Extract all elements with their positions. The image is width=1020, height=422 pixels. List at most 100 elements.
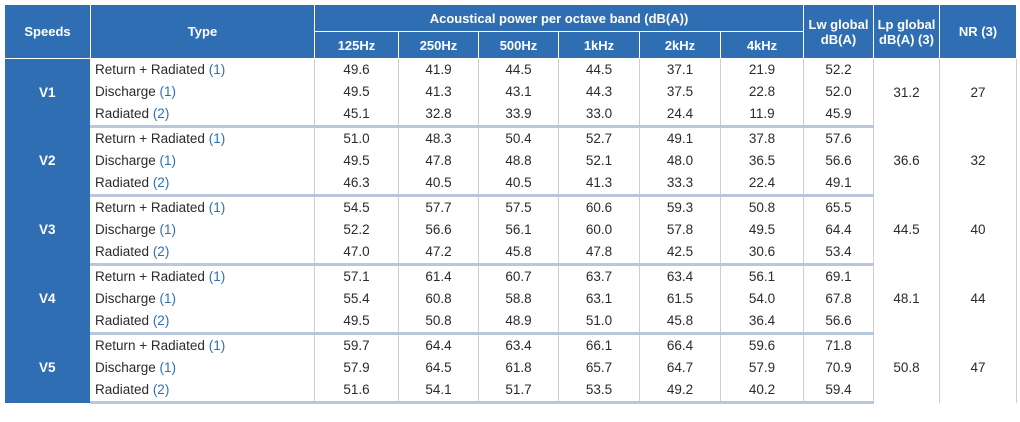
type-reference-note: (1) (159, 360, 177, 375)
band-value-cell: 37.8 (720, 126, 804, 150)
band-value-cell: 37.5 (639, 81, 721, 103)
type-cell: Discharge (1) (90, 81, 315, 103)
band-value-cell: 51.7 (478, 379, 559, 404)
nr-cell: 32 (939, 126, 1017, 196)
lp-global-cell: 36.6 (873, 126, 940, 196)
type-label: Discharge (95, 360, 156, 375)
band-value-cell: 55.4 (314, 288, 399, 310)
band-value-cell: 44.5 (478, 58, 559, 81)
lp-global-cell: 50.8 (873, 333, 940, 403)
type-cell: Return + Radiated (1) (90, 264, 315, 288)
nr-cell: 40 (939, 195, 1017, 265)
type-label: Radiated (95, 244, 150, 259)
table-row: Discharge (1) 49.5 41.3 43.1 44.3 37.5 22.8 52.… (5, 81, 1017, 103)
band-value-cell: 44.5 (558, 58, 640, 81)
band-value-cell: 49.5 (314, 150, 399, 172)
band-value-cell: 54.0 (720, 288, 804, 310)
band-value-cell: 51.6 (314, 379, 399, 404)
band-value-cell: 33.0 (558, 103, 640, 128)
lp-global-line1: Lp global (877, 16, 936, 32)
lp-global-cell: 31.2 (873, 58, 940, 127)
type-cell: Radiated (2) (90, 310, 315, 335)
type-reference-note: (1) (208, 269, 226, 284)
lw-global-cell: 57.6 (803, 126, 874, 150)
band-value-cell: 57.7 (398, 195, 479, 219)
band-value-cell: 51.0 (314, 126, 399, 150)
band-value-cell: 60.7 (478, 264, 559, 288)
band-value-cell: 40.5 (478, 172, 559, 197)
lw-global-cell: 71.8 (803, 333, 874, 357)
band-value-cell: 63.7 (558, 264, 640, 288)
band-value-cell: 47.2 (398, 241, 479, 266)
band-value-cell: 54.1 (398, 379, 479, 404)
table-row: V3 Return + Radiated (1) 54.5 57.7 57.5 60.6 5… (4, 195, 1017, 265)
type-reference-note: (2) (152, 313, 170, 328)
band-value-cell: 52.7 (558, 126, 640, 150)
lw-global-cell: 56.6 (803, 150, 874, 172)
lp-global-cell: 44.5 (873, 195, 940, 265)
band-value-cell: 66.1 (558, 333, 640, 357)
band-header-125hz: 125Hz (314, 31, 399, 59)
band-value-cell: 47.0 (314, 241, 399, 266)
band-value-cell: 36.4 (720, 310, 804, 335)
type-reference-note: (2) (152, 175, 170, 190)
band-value-cell: 60.0 (558, 219, 640, 241)
lw-global-cell: 64.4 (803, 219, 874, 241)
table-row: Radiated (2) 49.5 50.8 48.9 51.0 45.8 36.4 56.6 (5, 310, 1017, 335)
band-value-cell: 64.4 (398, 333, 479, 357)
speed-cell: V1 (4, 58, 91, 127)
table-row: V2 Return + Radiated (1) 51.0 48.3 50.4 52.7 4… (4, 126, 1017, 196)
type-label: Return + Radiated (95, 338, 205, 353)
lp-global-cell: 48.1 (873, 264, 940, 334)
band-value-cell: 49.2 (639, 379, 721, 404)
table-row: Radiated (2) 51.6 54.1 51.7 53.5 49.2 40.2 59.4 (5, 379, 1017, 404)
band-value-cell: 49.6 (314, 58, 399, 81)
band-value-cell: 60.6 (558, 195, 640, 219)
type-cell: Discharge (1) (90, 219, 315, 241)
type-reference-note: (1) (159, 222, 177, 237)
type-label: Return + Radiated (95, 269, 205, 284)
type-label: Return + Radiated (95, 62, 205, 77)
band-value-cell: 58.8 (478, 288, 559, 310)
band-value-cell: 21.9 (720, 58, 804, 81)
type-cell: Radiated (2) (90, 241, 315, 266)
type-cell: Discharge (1) (90, 150, 315, 172)
lw-global-cell: 59.4 (803, 379, 874, 404)
band-value-cell: 24.4 (639, 103, 721, 128)
type-reference-note: (2) (152, 382, 170, 397)
band-value-cell: 52.2 (314, 219, 399, 241)
band-value-cell: 45.8 (478, 241, 559, 266)
band-value-cell: 59.3 (639, 195, 721, 219)
band-value-cell: 63.4 (478, 333, 559, 357)
band-header-1khz: 1kHz (558, 31, 640, 59)
band-value-cell: 57.1 (314, 264, 399, 288)
lw-global-header: Lw global dB(A) (803, 4, 874, 59)
band-value-cell: 46.3 (314, 172, 399, 197)
type-reference-note: (2) (152, 106, 170, 121)
band-value-cell: 59.7 (314, 333, 399, 357)
band-value-cell: 60.8 (398, 288, 479, 310)
acoustical-power-header: Acoustical power per octave band (dB(A)) (314, 4, 804, 32)
band-value-cell: 50.4 (478, 126, 559, 150)
acoustic-table-container: Speeds Type Acoustical power per octave … (4, 4, 1020, 404)
type-label: Radiated (95, 106, 150, 121)
lw-global-cell: 65.5 (803, 195, 874, 219)
band-value-cell: 50.8 (398, 310, 479, 335)
band-value-cell: 57.8 (639, 219, 721, 241)
type-label: Radiated (95, 313, 150, 328)
table-row: V1 Return + Radiated (1) 49.6 41.9 44.5 44.5 3… (4, 58, 1017, 127)
band-value-cell: 51.0 (558, 310, 640, 335)
lw-global-cell: 45.9 (803, 103, 874, 128)
lw-global-line2: dB(A) (820, 31, 857, 47)
band-value-cell: 56.1 (720, 264, 804, 288)
band-value-cell: 37.1 (639, 58, 721, 81)
lw-global-cell: 56.6 (803, 310, 874, 335)
band-value-cell: 61.4 (398, 264, 479, 288)
type-reference-note: (1) (208, 338, 226, 353)
band-value-cell: 36.5 (720, 150, 804, 172)
band-value-cell: 49.5 (314, 310, 399, 335)
type-reference-note: (1) (159, 153, 177, 168)
type-cell: Radiated (2) (90, 172, 315, 197)
band-value-cell: 56.1 (478, 219, 559, 241)
band-value-cell: 22.8 (720, 81, 804, 103)
